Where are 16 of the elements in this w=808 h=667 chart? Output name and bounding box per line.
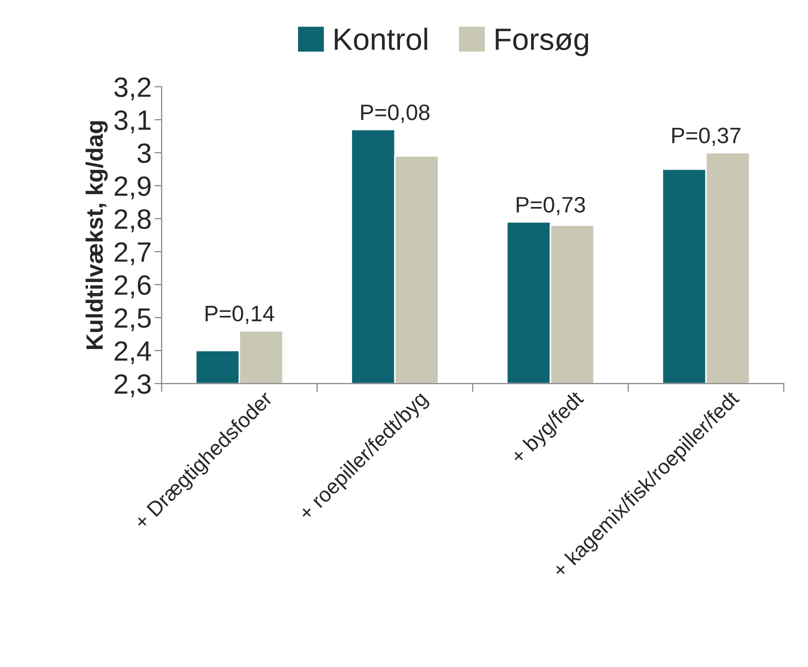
y-tick-label: 2,6 (114, 275, 151, 298)
y-tick-label: 3 (137, 143, 151, 164)
legend-label: Forsøg (496, 28, 588, 56)
y-axis-title: Kuldtilvækst, kg/dag (86, 121, 108, 349)
annotation: P=0,08 (361, 104, 430, 123)
legend-label: Kontrol (334, 28, 428, 50)
y-tick-label: 2,9 (114, 176, 151, 200)
y-tick-label: 2,5 (114, 308, 151, 332)
y-tick-label: 2,4 (114, 341, 152, 364)
annotation: P=0,14 (206, 306, 274, 324)
annotation: P=0,73 (516, 196, 585, 216)
y-tick-label: 3,1 (114, 110, 151, 134)
annotation: P=0,37 (672, 128, 740, 146)
y-tick-label: 3,2 (114, 77, 150, 100)
y-tick-label: 2,8 (114, 209, 151, 232)
y-tick-label: 2,7 (114, 242, 150, 266)
